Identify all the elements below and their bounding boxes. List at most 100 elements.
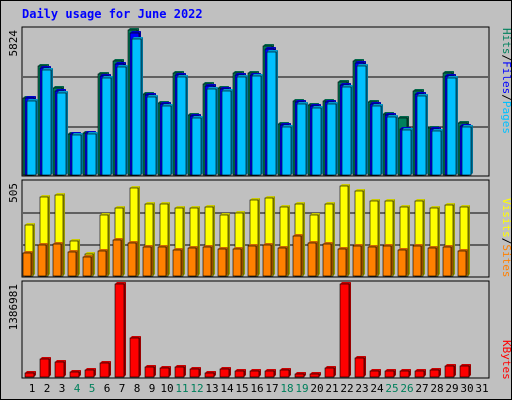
- bar-sites-day-6: [97, 249, 108, 277]
- bar-visits-day-14: [219, 213, 230, 277]
- day-label-27: 27: [415, 382, 428, 395]
- bar-pages-day-15: [236, 75, 248, 176]
- day-label-30: 30: [460, 382, 473, 395]
- bar-sites-day-3: [52, 242, 63, 277]
- day-label-20: 20: [310, 382, 323, 395]
- legend-slash-2: /: [500, 94, 512, 101]
- bar-sites-day-30: [457, 249, 468, 277]
- bar-kbytes-day-28: [429, 368, 441, 378]
- bar-sites-day-7: [112, 238, 123, 277]
- day-label-3: 3: [59, 382, 66, 395]
- day-label-1: 1: [29, 382, 36, 395]
- bar-visits-day-28: [429, 206, 440, 277]
- bar-pages-day-18: [281, 125, 293, 176]
- day-label-26: 26: [400, 382, 413, 395]
- bar-sites-day-26: [397, 248, 408, 277]
- legend-files: Files: [500, 61, 512, 94]
- bar-sites-day-20: [307, 241, 318, 277]
- day-label-13: 13: [205, 382, 218, 395]
- max-kbytes-label: 1386981: [7, 284, 20, 330]
- day-label-8: 8: [134, 382, 141, 395]
- bar-kbytes-day-14: [219, 367, 231, 378]
- bar-pages-day-1: [26, 99, 38, 176]
- bar-pages-day-21: [326, 102, 338, 176]
- day-label-4: 4: [74, 382, 81, 395]
- bar-kbytes-day-19: [294, 372, 306, 378]
- bar-kbytes-day-6: [99, 361, 111, 378]
- legend-slash-3: /: [500, 238, 512, 245]
- bar-sites-day-9: [142, 245, 153, 277]
- bar-visits-day-9: [144, 202, 155, 277]
- bar-kbytes-day-4: [69, 370, 81, 378]
- bar-pages-day-28: [431, 129, 443, 176]
- bar-pages-day-23: [356, 64, 368, 176]
- bar-sites-day-1: [22, 251, 33, 277]
- bar-visits-day-10: [159, 202, 170, 277]
- bar-pages-day-16: [251, 74, 263, 176]
- bar-sites-day-21: [322, 242, 333, 277]
- bar-kbytes-day-10: [159, 366, 171, 378]
- bar-pages-day-25: [386, 115, 398, 176]
- bar-kbytes-day-26: [399, 369, 411, 378]
- bar-sites-day-13: [202, 245, 213, 277]
- bar-visits-day-27: [414, 199, 425, 277]
- bar-pages-day-26: [401, 128, 413, 176]
- legend-visits: Visits: [500, 198, 512, 238]
- day-label-5: 5: [89, 382, 96, 395]
- bar-kbytes-day-13: [204, 371, 216, 378]
- day-label-2: 2: [44, 382, 51, 395]
- bar-kbytes-day-1: [24, 371, 36, 378]
- bar-visits-day-12: [189, 206, 200, 277]
- bar-pages-day-6: [101, 76, 113, 176]
- bar-visits-day-2: [39, 195, 50, 277]
- bar-pages-day-7: [116, 65, 128, 176]
- legend-kbytes: KBytes: [500, 340, 512, 380]
- max-hits-label: 5824: [7, 30, 20, 57]
- bar-sites-day-17: [262, 243, 273, 277]
- bar-pages-day-17: [266, 50, 278, 176]
- bar-pages-day-10: [161, 104, 173, 176]
- bar-kbytes-day-18: [279, 368, 291, 378]
- bar-pages-day-13: [206, 87, 218, 176]
- bar-sites-day-18: [277, 246, 288, 277]
- bar-kbytes-day-29: [444, 364, 456, 378]
- bar-kbytes-day-21: [324, 366, 336, 378]
- bar-kbytes-day-30: [459, 364, 471, 378]
- bar-sites-day-5: [82, 255, 93, 277]
- bar-pages-day-22: [341, 85, 353, 176]
- bar-sites-day-19: [292, 234, 303, 277]
- chart-title: Daily usage for June 2022: [22, 7, 203, 21]
- legend-slash-1: /: [500, 55, 512, 62]
- day-label-10: 10: [160, 382, 173, 395]
- bar-pages-day-4: [71, 133, 83, 176]
- bar-sites-day-11: [172, 248, 183, 277]
- bar-pages-day-2: [41, 68, 53, 176]
- bar-sites-day-24: [367, 245, 378, 277]
- day-label-7: 7: [119, 382, 126, 395]
- legend-hits: Hits: [500, 28, 512, 55]
- bar-sites-day-12: [187, 246, 198, 277]
- bar-sites-day-16: [247, 244, 258, 277]
- bar-kbytes-day-17: [264, 369, 276, 378]
- bar-kbytes-day-23: [354, 356, 366, 378]
- bar-visits-day-30: [459, 205, 470, 277]
- bar-kbytes-day-24: [369, 369, 381, 378]
- bar-sites-day-29: [442, 245, 453, 277]
- bar-pages-day-12: [191, 116, 203, 176]
- day-label-18: 18: [280, 382, 293, 395]
- day-label-19: 19: [295, 382, 308, 395]
- bar-pages-day-24: [371, 104, 383, 176]
- legend-sites: Sites: [500, 244, 512, 277]
- day-label-31: 31: [475, 382, 488, 395]
- bar-sites-day-15: [232, 247, 243, 277]
- bar-kbytes-day-22: [339, 282, 351, 378]
- bar-pages-day-14: [221, 89, 233, 176]
- bar-pages-day-5: [86, 132, 98, 176]
- bar-sites-day-28: [427, 246, 438, 277]
- bar-sites-day-22: [337, 247, 348, 277]
- bar-visits-day-13: [204, 205, 215, 277]
- bar-pages-day-27: [416, 94, 428, 176]
- bar-kbytes-day-2: [39, 357, 51, 378]
- bar-kbytes-day-12: [189, 367, 201, 378]
